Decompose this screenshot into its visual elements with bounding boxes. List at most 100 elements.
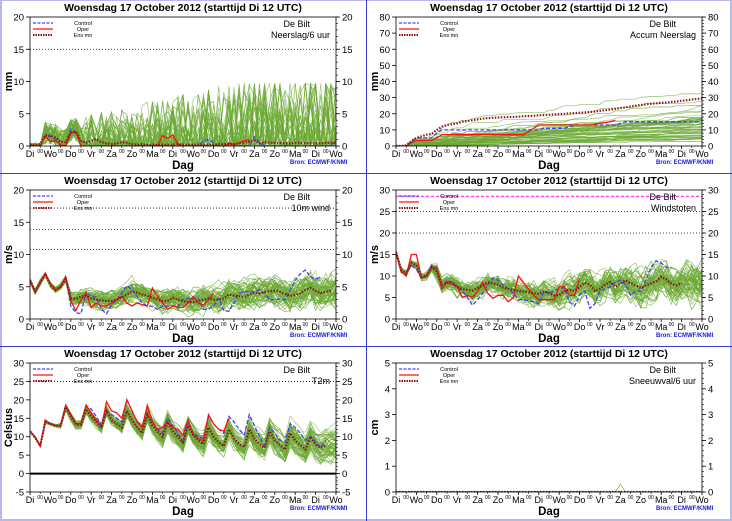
x-hour-label: 00 bbox=[323, 149, 329, 155]
y-tick-label-right: 30 bbox=[708, 93, 719, 104]
chart-10m-wind: Woensdag 17 October 2012 (starttijd Di 1… bbox=[3, 175, 353, 345]
y-tick-label-right: 20 bbox=[342, 186, 353, 197]
y-tick-label-left: 30 bbox=[379, 93, 390, 104]
x-day-label: Wo bbox=[187, 149, 200, 159]
x-hour-label: 00 bbox=[669, 149, 675, 155]
x-day-label: Ma bbox=[146, 322, 159, 332]
x-day-label: Di bbox=[392, 149, 401, 159]
location-label: De Bilt bbox=[649, 192, 676, 202]
x-day-label: Di bbox=[26, 495, 35, 505]
x-day-label: Vr bbox=[87, 495, 96, 505]
x-axis-label: Dag bbox=[172, 160, 194, 172]
series-line-ens-mn bbox=[396, 251, 683, 297]
y-tick-label-right: 1 bbox=[708, 462, 713, 473]
x-day-label: Do bbox=[65, 149, 77, 159]
ensemble-member-line bbox=[396, 111, 702, 146]
x-day-label: Zo bbox=[127, 495, 138, 505]
x-day-label: Vr bbox=[596, 495, 605, 505]
y-tick-label-left: 0 bbox=[19, 469, 24, 480]
y-tick-label-left: 5 bbox=[19, 451, 24, 462]
legend-label: Oper bbox=[77, 27, 89, 33]
chart-title: Woensdag 17 October 2012 (starttijd Di 1… bbox=[430, 2, 668, 14]
x-day-label: Wo bbox=[44, 495, 57, 505]
y-tick-label-right: 5 bbox=[708, 293, 713, 304]
chart-title: Woensdag 17 October 2012 (starttijd Di 1… bbox=[64, 2, 302, 14]
x-day-label: Zo bbox=[270, 149, 281, 159]
x-day-label: Do bbox=[208, 495, 220, 505]
x-day-label: Wo bbox=[695, 149, 708, 159]
x-hour-label: 00 bbox=[201, 149, 207, 155]
x-hour-label: 00 bbox=[628, 149, 634, 155]
x-day-label: Za bbox=[106, 149, 117, 159]
y-tick-label-right: 10 bbox=[708, 272, 719, 283]
variable-label: Windstoten bbox=[651, 203, 696, 213]
ensemble-member-line bbox=[30, 269, 336, 310]
y-tick-label-right: 15 bbox=[342, 414, 353, 425]
x-hour-label: 00 bbox=[282, 495, 288, 501]
y-tick-label-left: 0 bbox=[19, 315, 24, 326]
x-day-label: Do bbox=[431, 149, 443, 159]
x-day-label: Wo bbox=[695, 495, 708, 505]
x-day-label: Za bbox=[472, 322, 483, 332]
y-tick-label-left: 0 bbox=[19, 142, 24, 153]
ensemble-members bbox=[396, 93, 702, 146]
x-day-label: Do bbox=[208, 322, 220, 332]
x-hour-label: 00 bbox=[160, 495, 166, 501]
x-day-label: Ma bbox=[512, 495, 525, 505]
y-tick-label-left: 15 bbox=[13, 45, 24, 56]
ensemble-member-line bbox=[396, 93, 702, 146]
series-line-ens-mn bbox=[30, 130, 336, 146]
x-hour-label: 00 bbox=[444, 149, 450, 155]
y-tick-label-left: 5 bbox=[385, 359, 390, 370]
x-hour-label: 00 bbox=[505, 149, 511, 155]
y-tick-label-left: 1 bbox=[385, 462, 390, 473]
series-line-oper bbox=[396, 119, 616, 146]
x-day-label: Do bbox=[431, 322, 443, 332]
x-day-label: Wo bbox=[187, 322, 200, 332]
x-hour-label: 00 bbox=[37, 149, 43, 155]
chart-panel-t2m: Woensdag 17 October 2012 (starttijd Di 1… bbox=[0, 346, 366, 519]
x-hour-label: 00 bbox=[37, 495, 43, 501]
x-day-label: Za bbox=[472, 149, 483, 159]
x-hour-label: 00 bbox=[99, 149, 105, 155]
x-day-label: Zo bbox=[636, 149, 647, 159]
ensemble-member-line bbox=[30, 271, 336, 311]
y-tick-label-right: 15 bbox=[342, 45, 353, 56]
x-hour-label: 00 bbox=[648, 495, 654, 501]
ensemble-member-line bbox=[30, 275, 336, 318]
x-hour-label: 00 bbox=[485, 149, 491, 155]
ensemble-member-line bbox=[30, 83, 336, 146]
x-hour-label: 00 bbox=[160, 149, 166, 155]
y-axis-label: m/s bbox=[3, 245, 15, 264]
x-hour-label: 00 bbox=[689, 149, 695, 155]
x-hour-label: 00 bbox=[526, 322, 532, 328]
x-day-label: Za bbox=[249, 495, 260, 505]
y-tick-label-right: 20 bbox=[342, 13, 353, 24]
x-axis-label: Dag bbox=[538, 160, 560, 172]
x-day-label: Wo bbox=[329, 495, 342, 505]
ensemble-member-line bbox=[396, 118, 702, 146]
x-day-label: Zo bbox=[270, 322, 281, 332]
y-tick-label-right: 80 bbox=[708, 13, 719, 24]
x-day-label: Za bbox=[106, 322, 117, 332]
x-day-label: Zo bbox=[493, 495, 504, 505]
x-hour-label: 00 bbox=[282, 322, 288, 328]
x-day-label: Di bbox=[677, 495, 686, 505]
variable-label: 10m wind bbox=[291, 203, 330, 213]
x-day-label: Di bbox=[26, 149, 35, 159]
x-hour-label: 00 bbox=[567, 495, 573, 501]
legend-label: Control bbox=[440, 21, 458, 27]
y-tick-label-left: 0 bbox=[385, 315, 390, 326]
ensemble-member-line bbox=[396, 137, 702, 146]
legend-label: Ens mn bbox=[74, 33, 93, 39]
x-day-label: Vr bbox=[453, 495, 462, 505]
x-hour-label: 00 bbox=[485, 495, 491, 501]
legend-label: Oper bbox=[443, 200, 455, 206]
chart-neerslag: Woensdag 17 October 2012 (starttijd Di 1… bbox=[3, 2, 353, 172]
legend-label: Oper bbox=[77, 373, 89, 379]
ensemble-member-line bbox=[396, 124, 702, 146]
variable-label: Neerslag/6 uur bbox=[271, 30, 330, 40]
